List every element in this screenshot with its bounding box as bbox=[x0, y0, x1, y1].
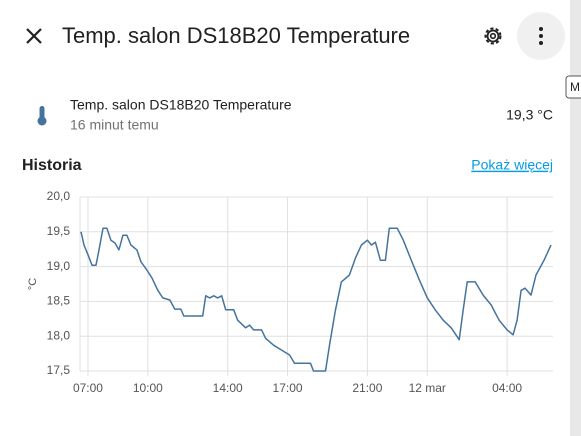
tooltip: M bbox=[570, 80, 580, 94]
entity-name: Temp. salon DS18B20 Temperature bbox=[70, 97, 292, 113]
thermometer-icon bbox=[37, 106, 47, 126]
x-tick-label: 17:00 bbox=[273, 381, 303, 395]
y-tick-label: 20,0 bbox=[47, 189, 71, 203]
settings-button[interactable] bbox=[484, 27, 502, 45]
x-tick-label: 21:00 bbox=[352, 381, 382, 395]
y-tick-label: 18,0 bbox=[47, 328, 71, 342]
entity-state: 19,3 °C bbox=[506, 107, 553, 123]
x-tick-label: 12 mar bbox=[409, 381, 446, 395]
close-button[interactable] bbox=[26, 28, 42, 44]
last-changed: 16 minut temu bbox=[70, 117, 159, 133]
x-tick-label: 07:00 bbox=[73, 381, 103, 395]
y-tick-label: 17,5 bbox=[47, 363, 71, 377]
x-tick-label: 14:00 bbox=[213, 381, 243, 395]
tooltip-box bbox=[565, 75, 581, 99]
y-tick-label: 18,5 bbox=[47, 294, 71, 308]
backdrop bbox=[570, 0, 581, 436]
y-tick-label: 19,5 bbox=[47, 224, 71, 238]
menu-icon bbox=[539, 27, 543, 45]
y-tick-label: 19,0 bbox=[47, 259, 71, 273]
data-line bbox=[80, 227, 552, 372]
y-axis-label: °C bbox=[27, 278, 39, 290]
x-tick-label: 04:00 bbox=[492, 381, 522, 395]
history-title: Historia bbox=[22, 157, 82, 174]
more-link[interactable]: Pokaż więcej bbox=[471, 157, 553, 173]
x-tick-label: 10:00 bbox=[133, 381, 163, 395]
dialog-title: Temp. salon DS18B20 Temperature bbox=[62, 23, 410, 48]
